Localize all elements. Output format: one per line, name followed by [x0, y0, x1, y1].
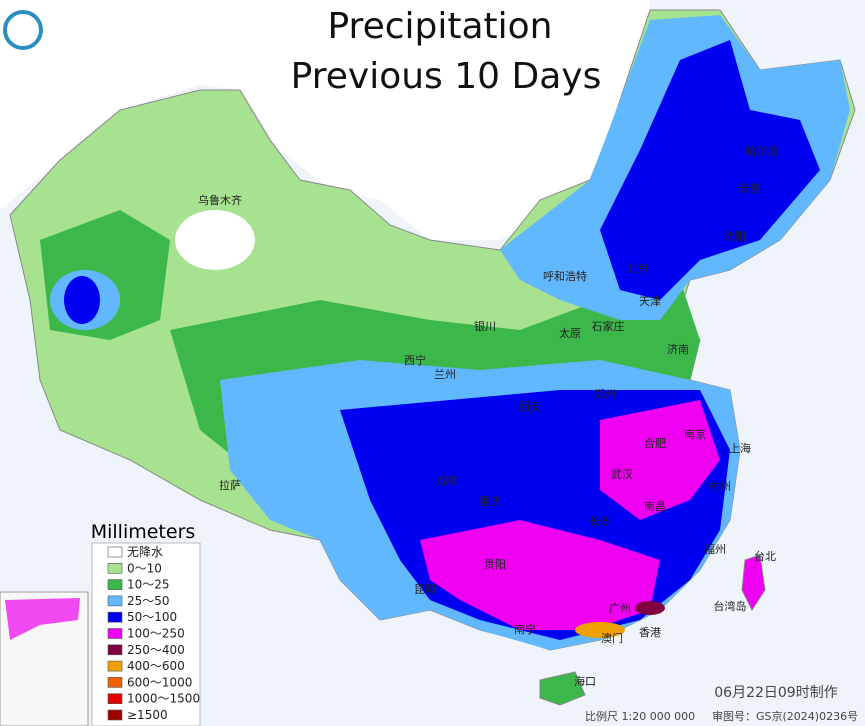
city: 武汉: [611, 468, 633, 481]
legend-swatch: [107, 677, 123, 688]
city: 西安: [519, 399, 541, 413]
city: 南京: [684, 427, 706, 441]
city: 香港: [639, 626, 661, 639]
scale: 比例尺 1:20 000 000: [585, 709, 695, 723]
legend-swatch: [107, 611, 123, 623]
extreme-rain-zone: [575, 622, 625, 638]
timestamp: 06月22日09时制作: [714, 685, 837, 701]
legend-label: 1000～1500: [127, 692, 200, 706]
city: 昆明: [414, 583, 436, 596]
legend-swatch: [107, 660, 123, 672]
approval-number: 审图号：GS京(2024)0236号: [712, 709, 858, 723]
legend-label: 10～25: [127, 578, 170, 592]
city-labels: 乌鲁木齐 哈尔滨 长春 沈阳 北京 天津 呼和浩特 石家庄 太原 银川 济南 西…: [198, 144, 779, 688]
legend-swatch: [107, 644, 123, 656]
city: 银川: [474, 319, 496, 333]
legend-swatch: [107, 693, 123, 705]
city: 长沙: [589, 515, 611, 528]
city: 成都: [437, 474, 459, 487]
legend-swatch: [107, 579, 123, 590]
title: Previous 10 Days: [291, 56, 602, 97]
city: 天津: [639, 295, 661, 308]
hainan: [539, 671, 586, 706]
logo: [3, 10, 43, 50]
city: 澳门: [601, 631, 623, 645]
city: 南宁: [514, 622, 536, 636]
city: 上海: [729, 441, 751, 455]
dry-zone: [175, 210, 255, 270]
heavy-rain-zone: [420, 400, 720, 630]
city: 海口: [574, 674, 596, 688]
legend: 无降水 0～10 10～25 25～50 50～100 100～250 250～400 400…: [91, 542, 201, 726]
city: 广州: [609, 602, 631, 615]
city: 合肥: [644, 436, 666, 450]
legend-label: 25～50: [127, 594, 170, 608]
legend-label: 100～250: [127, 627, 185, 641]
title: Precipitation: [327, 6, 552, 47]
city: 哈尔滨: [746, 144, 779, 158]
legend-label: 400～600: [127, 659, 185, 673]
city: 南昌: [644, 500, 666, 513]
city: 台北: [754, 549, 776, 563]
legend-label: 250～400: [127, 643, 185, 657]
legend-label: 0～10: [127, 561, 162, 575]
legend-swatch: [107, 709, 123, 721]
city: 贵阳: [484, 558, 506, 571]
city: 杭州: [709, 479, 731, 493]
city: 呼和浩特: [543, 269, 587, 283]
city: 兰州: [434, 368, 456, 381]
legend-label: 600～1000: [127, 675, 192, 689]
legend-swatch: [107, 595, 123, 607]
rain-zone: [600, 40, 820, 300]
city: 福州: [704, 542, 726, 556]
legend-swatch: [107, 628, 123, 639]
extreme-rain-zone: [635, 601, 665, 615]
city: 太原: [559, 327, 581, 340]
legend-label: 50～100: [127, 610, 177, 624]
rain-zone: [64, 276, 100, 324]
city: 重庆: [479, 494, 501, 508]
city: 济南: [667, 342, 689, 356]
city: 乌鲁木齐: [198, 193, 242, 207]
legend-swatch: [107, 546, 123, 558]
taiwan: [741, 554, 766, 612]
land-outside: [0, 0, 650, 240]
inset-land: [5, 598, 80, 640]
legend-label: ≥1500: [127, 708, 168, 722]
city: 长春: [739, 182, 761, 195]
city: 沈阳: [724, 229, 746, 243]
city: 台湾岛: [714, 599, 747, 613]
legend-swatch: [107, 562, 123, 574]
city: 郑州: [594, 387, 616, 401]
city: 拉萨: [219, 478, 241, 492]
legend-label: 无降水: [127, 545, 163, 559]
city: 石家庄: [592, 319, 625, 333]
city: 西宁: [404, 353, 426, 367]
legend-title: Millimeters: [91, 521, 196, 543]
city: 北京: [627, 261, 649, 275]
